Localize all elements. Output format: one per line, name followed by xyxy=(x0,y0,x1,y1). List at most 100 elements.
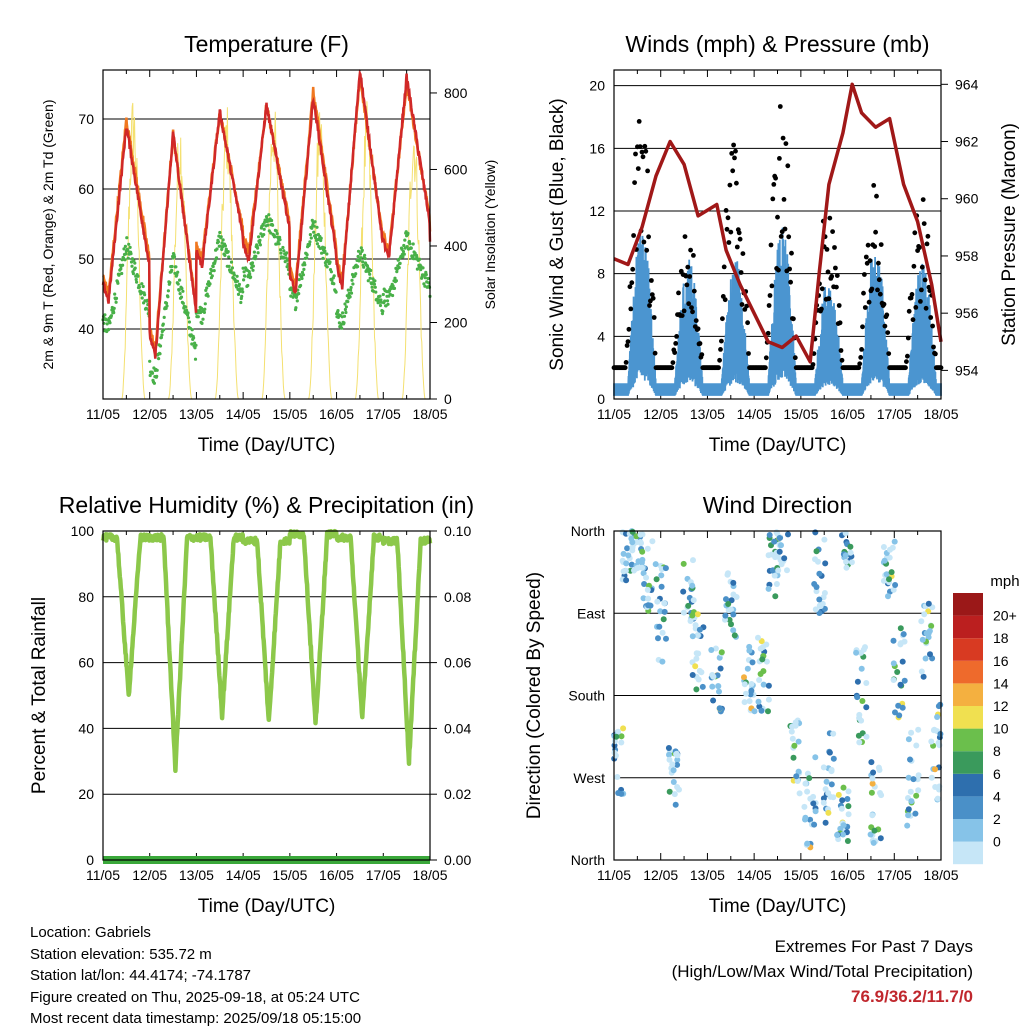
direction-point xyxy=(694,632,701,639)
dewpoint-point xyxy=(271,223,275,227)
direction-point xyxy=(665,745,672,751)
dewpoint-point xyxy=(398,261,402,265)
dewpoint-point xyxy=(403,238,407,242)
gust-point xyxy=(744,303,750,309)
dewpoint-point xyxy=(103,313,107,317)
legend-swatch xyxy=(953,796,983,819)
y-tick-label: 40 xyxy=(78,321,94,337)
dewpoint-point xyxy=(385,299,390,303)
direction-point xyxy=(891,538,898,545)
direction-point xyxy=(696,667,703,674)
gust-point xyxy=(739,302,745,307)
direction-point xyxy=(823,778,830,785)
direction-point xyxy=(810,800,817,807)
gust-point xyxy=(872,244,878,249)
direction-point xyxy=(820,799,827,806)
direction-point xyxy=(641,581,648,587)
y-tick-label: North xyxy=(571,523,605,539)
dewpoint-point xyxy=(211,264,215,269)
dewpoint-point xyxy=(373,285,377,289)
dewpoint-point xyxy=(144,306,148,311)
dewpoint-point xyxy=(424,273,428,277)
dewpoint-point xyxy=(193,346,197,350)
direction-point xyxy=(645,595,652,602)
dewpoint-point xyxy=(249,275,253,279)
dewpoint-point xyxy=(130,264,134,268)
dewpoint-point xyxy=(330,278,334,282)
direction-point xyxy=(696,626,703,633)
gust-point xyxy=(773,175,778,181)
direction-point xyxy=(728,621,734,628)
dewpoint-point xyxy=(237,282,241,286)
direction-point xyxy=(710,697,717,704)
dewpoint-point xyxy=(230,266,234,270)
dewpoint-point xyxy=(340,326,344,330)
dewpoint-point xyxy=(401,255,405,259)
dewpoint-point xyxy=(262,233,266,237)
direction-point xyxy=(896,712,903,719)
direction-point xyxy=(666,788,673,795)
direction-point xyxy=(716,705,723,712)
dewpoint-point xyxy=(405,245,409,249)
dewpoint-point xyxy=(370,282,374,286)
dewpoint-point xyxy=(368,272,372,276)
dewpoint-point xyxy=(134,277,138,282)
gust-point xyxy=(639,149,645,155)
dewpoint-point xyxy=(155,374,159,378)
gust-point xyxy=(632,180,637,186)
dewpoint-point xyxy=(232,273,236,277)
solar-line xyxy=(167,137,193,400)
gust-point xyxy=(777,104,783,109)
direction-point xyxy=(666,751,672,758)
dewpoint-point xyxy=(299,283,303,288)
direction-point xyxy=(848,559,855,566)
dewpoint-point xyxy=(126,256,130,260)
y2-tick-label: 956 xyxy=(955,305,979,321)
dewpoint-point xyxy=(358,252,362,256)
dewpoint-point xyxy=(392,286,397,290)
gust-point xyxy=(627,284,633,290)
gust-point xyxy=(732,155,737,161)
direction-point xyxy=(692,663,699,670)
gust-point xyxy=(924,241,930,247)
direction-point xyxy=(655,635,661,642)
dewpoint-point xyxy=(164,301,169,305)
dewpoint-point xyxy=(168,281,172,285)
gust-point xyxy=(834,273,840,278)
gust-point xyxy=(839,357,845,363)
direction-point xyxy=(776,548,783,555)
dewpoint-point xyxy=(348,295,352,299)
direction-point xyxy=(880,544,887,550)
x-tick-label: 11/05 xyxy=(597,406,631,422)
x-tick-label: 16/05 xyxy=(830,867,865,883)
direction-point xyxy=(715,683,722,690)
y2-tick-label: 0.06 xyxy=(444,655,471,671)
x-tick-label: 11/05 xyxy=(597,867,631,883)
dewpoint-point xyxy=(315,225,319,229)
legend-swatch xyxy=(953,841,983,865)
temp-frame xyxy=(102,69,431,400)
dewpoint-point xyxy=(258,243,262,247)
legend-label: 4 xyxy=(993,788,1001,804)
dewpoint-point xyxy=(310,218,314,222)
direction-point xyxy=(731,632,738,639)
gust-point xyxy=(683,273,689,279)
dewpoint-point xyxy=(145,298,149,302)
direction-point xyxy=(751,708,758,715)
direction-point xyxy=(890,586,897,593)
direction-point xyxy=(932,766,938,773)
dewpoint-point xyxy=(312,230,316,234)
direction-point xyxy=(892,582,899,588)
direction-point xyxy=(802,816,808,823)
gust-point xyxy=(878,242,884,248)
dewpoint-point xyxy=(186,316,191,320)
direction-point xyxy=(844,838,851,844)
dewpoint-point xyxy=(248,272,252,276)
direction-point xyxy=(771,538,778,545)
dewpoint-point xyxy=(257,235,261,239)
dewpoint-point xyxy=(108,321,112,325)
dewpoint-point xyxy=(323,249,327,253)
gust-point xyxy=(791,316,796,322)
y-tick-label: North xyxy=(571,852,605,868)
gust-point xyxy=(687,274,693,279)
